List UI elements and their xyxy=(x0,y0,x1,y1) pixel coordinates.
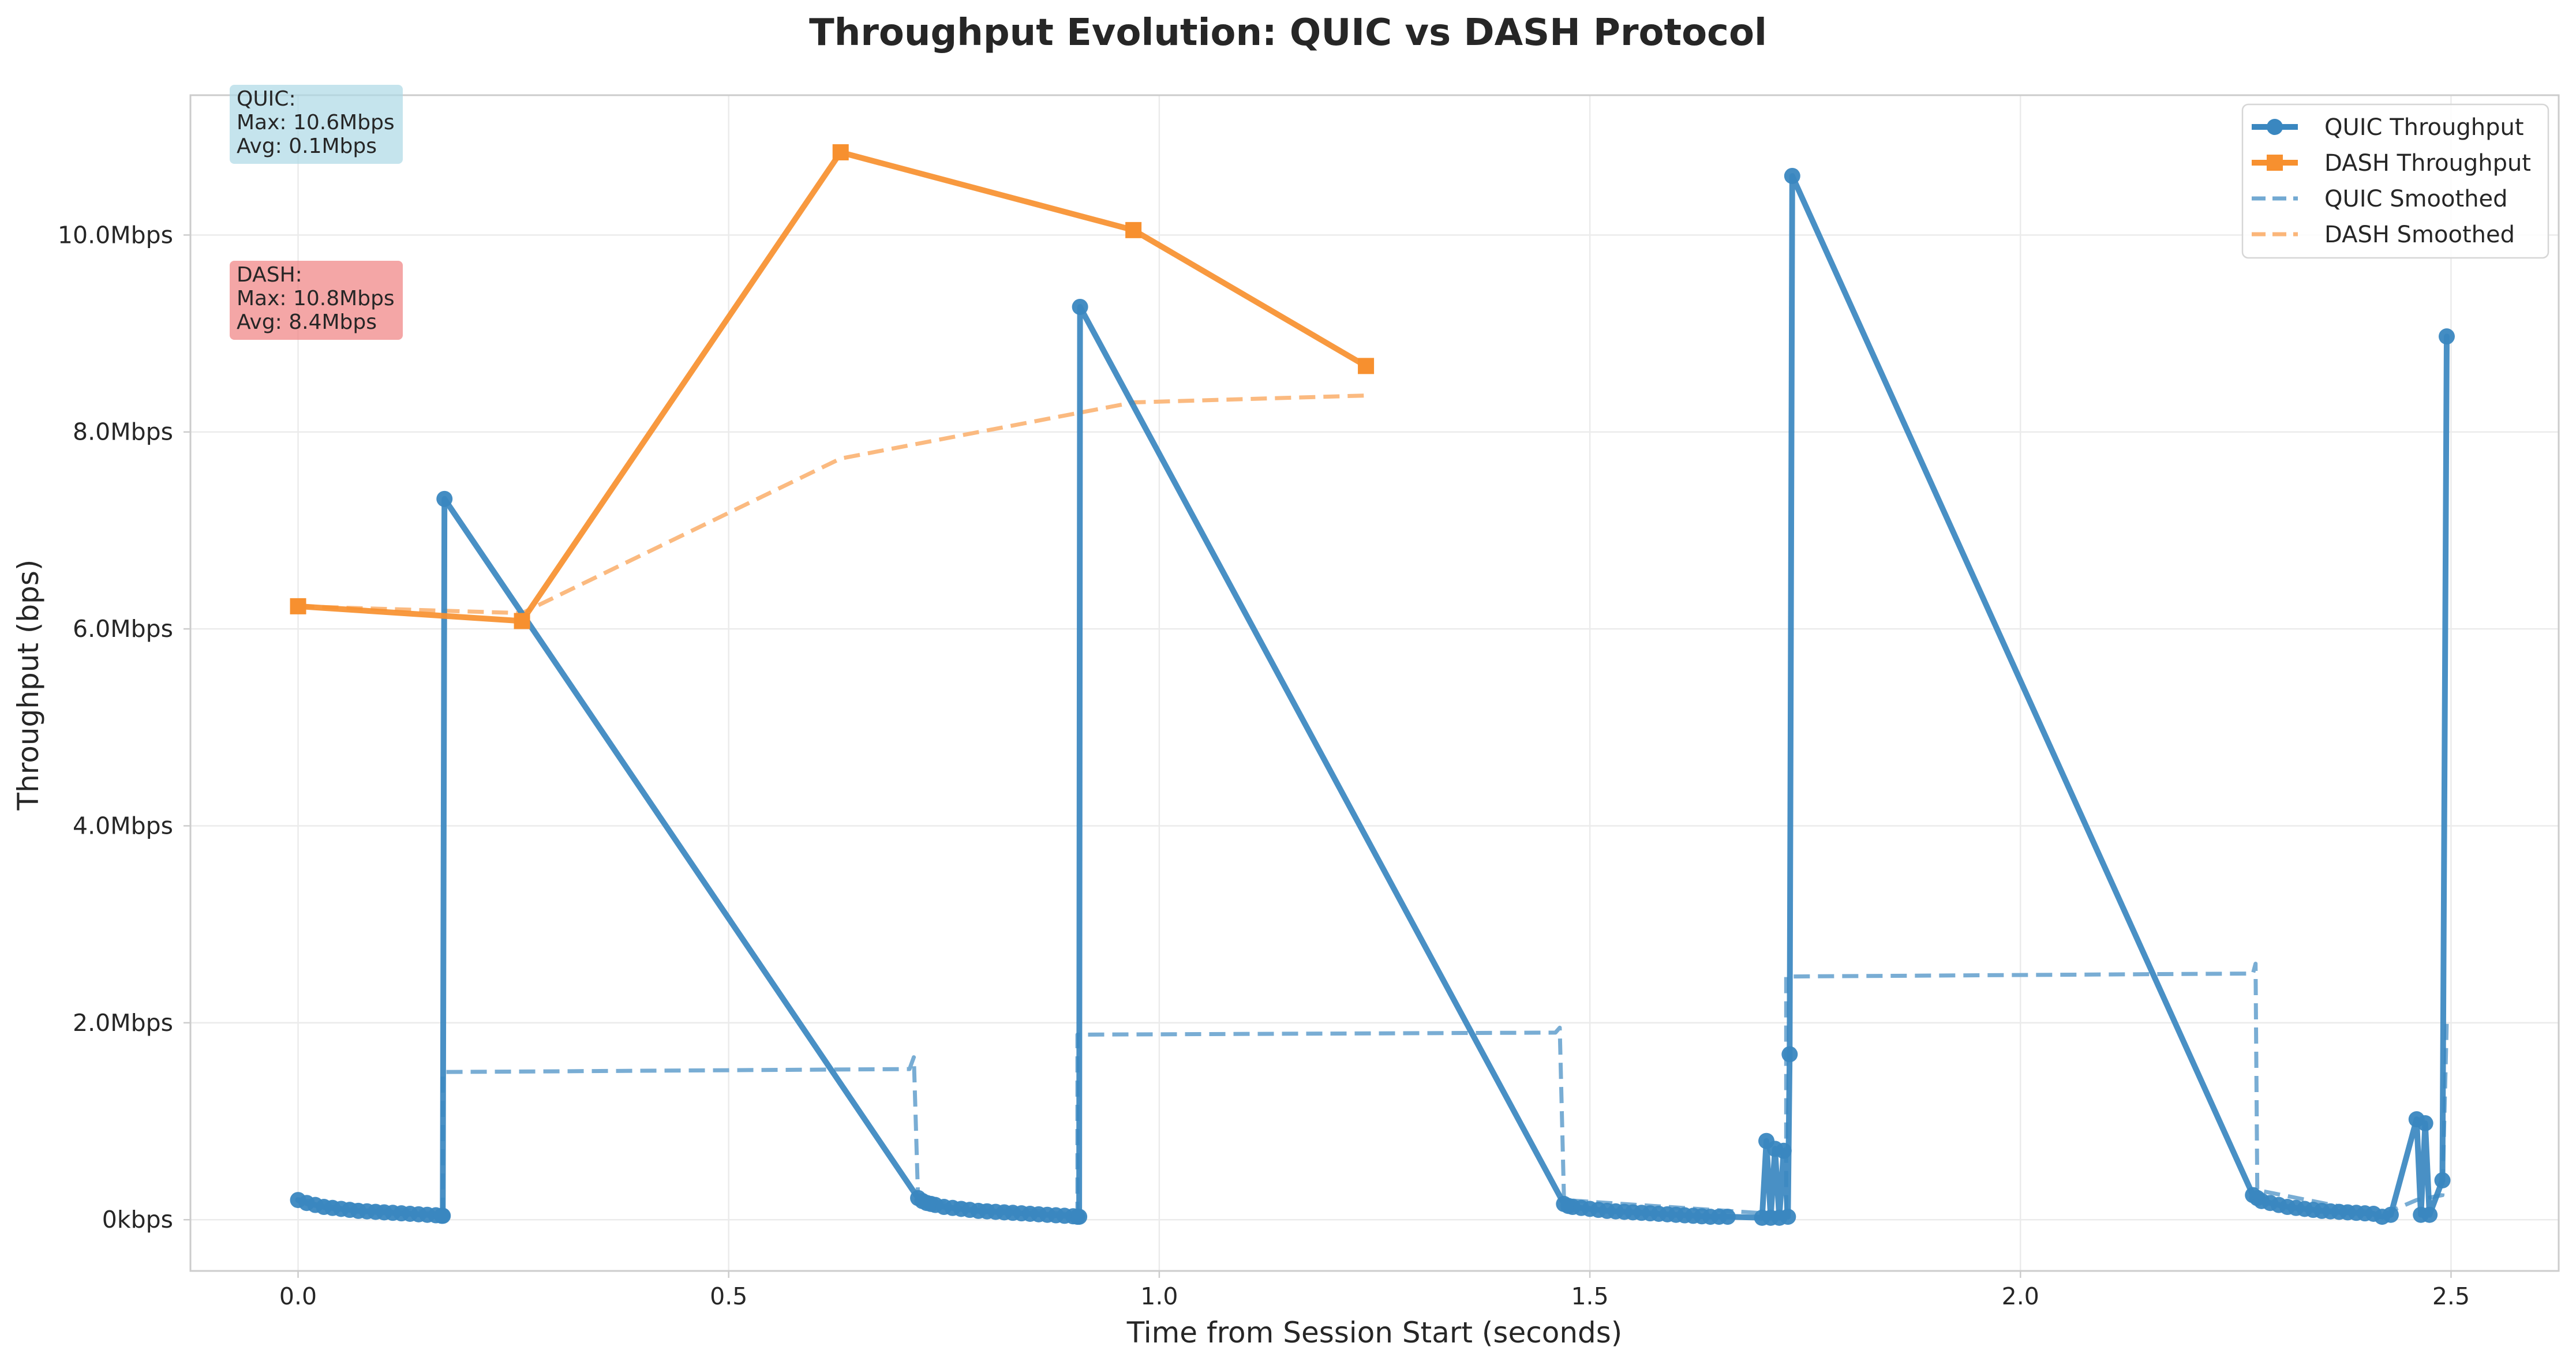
quic-data-point xyxy=(436,490,453,507)
legend: QUIC Throughput DASH Throughput QUIC Smoot… xyxy=(2241,103,2549,259)
quic-data-point xyxy=(2421,1206,2438,1223)
dash-data-point xyxy=(514,613,530,629)
legend-label: QUIC Throughput xyxy=(2324,114,2524,141)
stats-text-line: DASH: xyxy=(237,263,302,287)
dash-data-point xyxy=(290,598,306,614)
quic-data-point xyxy=(1071,1209,1088,1225)
stats-text-line: Max: 10.8Mbps xyxy=(237,287,395,310)
legend-item-dash-smoothed: DASH Smoothed xyxy=(2252,222,2515,248)
series-layer xyxy=(290,144,2455,1226)
dash-data-point xyxy=(1358,358,1375,374)
legend-item-quic-smoothed: QUIC Smoothed xyxy=(2252,186,2508,212)
legend-item-quic-throughput: QUIC Throughput xyxy=(2252,114,2524,141)
legend-item-dash-throughput: DASH Throughput xyxy=(2252,150,2531,177)
x-tick-label: 2.0 xyxy=(2002,1282,2039,1310)
y-tick-label: 0kbps xyxy=(102,1206,173,1233)
quic-data-point xyxy=(2417,1115,2433,1131)
quic-data-point xyxy=(1784,167,1800,184)
series-quic-throughput xyxy=(290,167,2455,1226)
x-axis-label: Time from Session Start (seconds) xyxy=(1126,1316,1623,1349)
y-tick-label: 6.0Mbps xyxy=(73,615,173,643)
quic-data-point xyxy=(1719,1209,1736,1225)
x-tick-label: 0.5 xyxy=(710,1282,747,1310)
y-tick-label: 10.0Mbps xyxy=(58,221,173,249)
legend-label: QUIC Smoothed xyxy=(2324,186,2508,212)
y-axis-label: Throughput (bps) xyxy=(12,560,45,811)
quic-data-point xyxy=(435,1207,451,1224)
x-tick-label: 2.5 xyxy=(2432,1282,2470,1310)
series-dash-throughput xyxy=(290,144,1375,629)
legend-marker xyxy=(2267,155,2283,171)
stats-text-line: Max: 10.6Mbps xyxy=(237,111,395,134)
series-quic-smoothed xyxy=(298,962,2449,1217)
legend-marker xyxy=(2267,119,2283,135)
dash-smoothed-line xyxy=(298,393,1366,616)
quic-data-point xyxy=(1072,298,1088,315)
y-tick-label: 2.0Mbps xyxy=(73,1009,173,1037)
stats-box-background xyxy=(230,261,403,340)
quic-data-point xyxy=(2438,328,2455,345)
quic-data-point xyxy=(1775,1142,1792,1159)
y-tick-label: 4.0Mbps xyxy=(73,812,173,839)
dash-data-point xyxy=(1125,222,1142,238)
x-tick-label: 0.0 xyxy=(279,1282,317,1310)
plot-frame xyxy=(189,94,2560,1272)
dash-data-point xyxy=(832,144,849,160)
legend-label: DASH Smoothed xyxy=(2324,222,2515,248)
series-dash-smoothed xyxy=(298,393,1366,616)
tick-layer: 0.0 0.5 1.0 1.5 2.0 2.5 0kbps 2.0Mbps 4.0Mbps 6.0… xyxy=(58,221,2470,1310)
quic-data-point xyxy=(2382,1206,2399,1223)
chart-title: Throughput Evolution: QUIC vs DASH Proto… xyxy=(809,12,1767,54)
stats-text-line: QUIC: xyxy=(237,87,296,111)
quic-data-point xyxy=(1781,1046,1798,1063)
y-tick-label: 8.0Mbps xyxy=(73,418,173,446)
quic-data-point xyxy=(1780,1209,1796,1225)
x-tick-label: 1.5 xyxy=(1571,1282,1608,1310)
quic-smoothed-line xyxy=(298,962,2449,1217)
x-tick-label: 1.0 xyxy=(1140,1282,1178,1310)
quic-data-point xyxy=(2434,1172,2451,1188)
stats-box-background xyxy=(230,85,403,164)
legend-frame xyxy=(2241,103,2549,259)
stats-text-line: Avg: 0.1Mbps xyxy=(237,134,377,158)
legend-label: DASH Throughput xyxy=(2324,150,2531,177)
stats-text-line: Avg: 8.4Mbps xyxy=(237,310,377,334)
